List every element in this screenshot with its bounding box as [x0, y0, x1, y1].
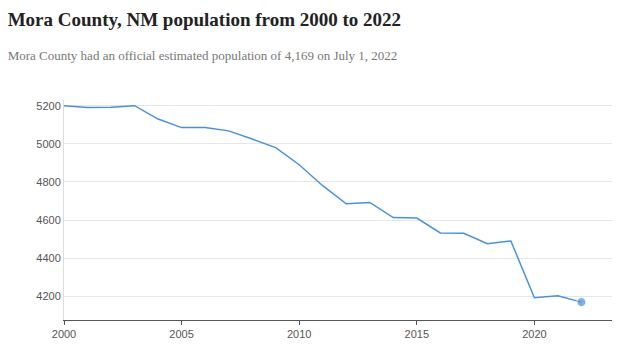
svg-text:Mora County, NM population fro: Mora County, NM population from 2000 to …: [8, 9, 401, 30]
svg-text:5000: 5000: [36, 138, 60, 150]
svg-text:2020: 2020: [522, 328, 546, 340]
svg-text:2000: 2000: [52, 328, 76, 340]
svg-text:4600: 4600: [36, 214, 60, 226]
svg-text:4400: 4400: [36, 252, 60, 264]
svg-text:5200: 5200: [36, 100, 60, 112]
svg-text:2005: 2005: [169, 328, 193, 340]
svg-text:Mora County had an official es: Mora County had an official estimated po…: [8, 48, 398, 63]
svg-text:2010: 2010: [287, 328, 311, 340]
svg-text:4800: 4800: [36, 176, 60, 188]
svg-text:4200: 4200: [36, 290, 60, 302]
svg-text:2015: 2015: [405, 328, 429, 340]
